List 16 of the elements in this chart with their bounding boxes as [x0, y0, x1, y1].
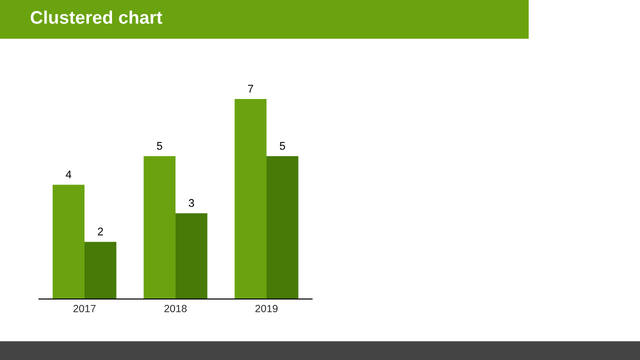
bar	[144, 156, 176, 299]
bar	[176, 213, 208, 299]
data-label: 5	[156, 142, 162, 150]
bar	[234, 99, 266, 299]
chart-title: Clustered chart	[30, 10, 162, 24]
x-tick-label: 2019	[255, 304, 278, 312]
x-tick-label: 2018	[164, 304, 187, 312]
data-label: 2	[98, 228, 103, 236]
data-label: 3	[188, 199, 194, 207]
data-label: 5	[280, 142, 286, 150]
x-tick-label: 2017	[73, 304, 96, 312]
bar	[52, 184, 84, 299]
data-label: 4	[66, 170, 72, 178]
bar	[84, 242, 116, 299]
data-label: 7	[248, 84, 254, 93]
bar	[266, 156, 298, 299]
